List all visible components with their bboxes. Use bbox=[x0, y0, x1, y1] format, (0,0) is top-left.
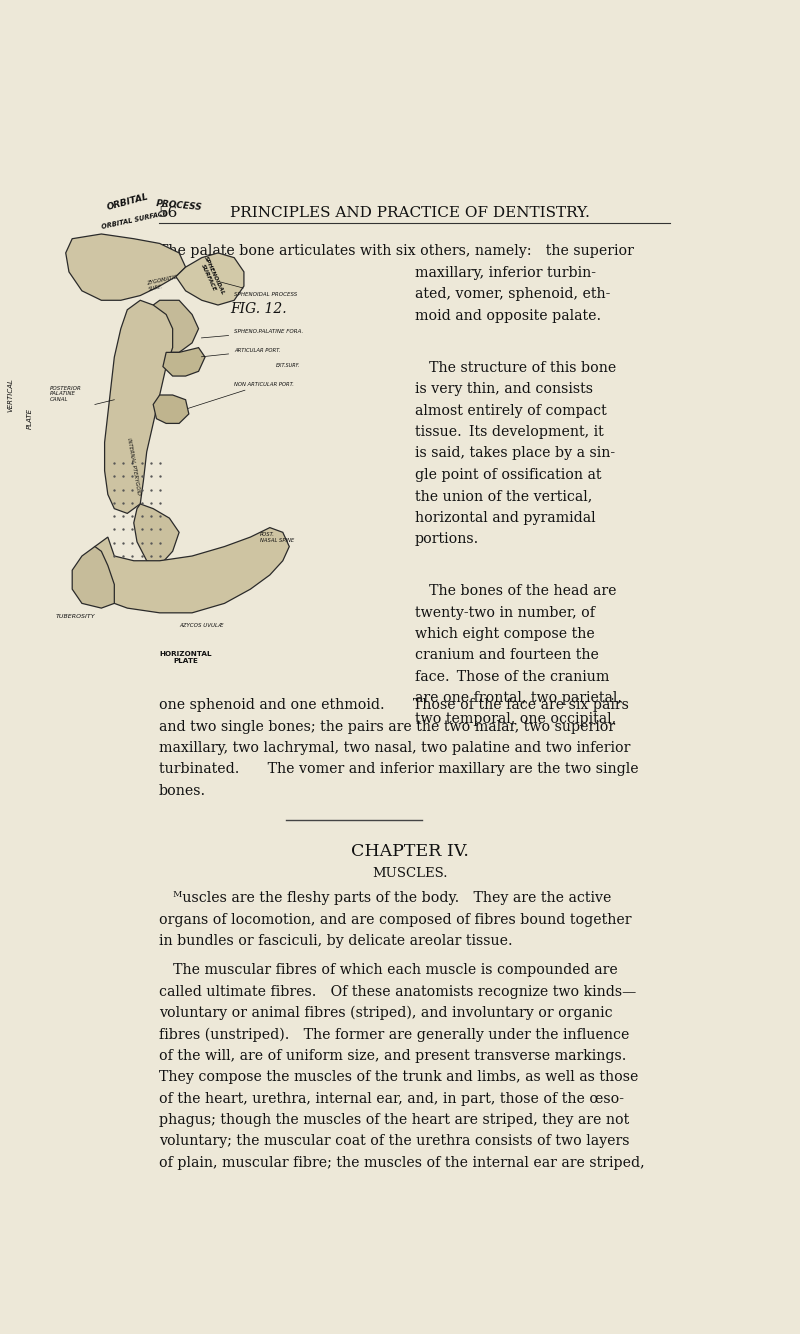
Text: in bundles or fasciculi, by delicate areolar tissue.: in bundles or fasciculi, by delicate are… bbox=[159, 934, 513, 948]
Text: The palate bone articulates with six others, namely: the superior: The palate bone articulates with six oth… bbox=[159, 244, 634, 259]
Text: POST.
NASAL SPINE: POST. NASAL SPINE bbox=[260, 532, 294, 543]
Text: TUBEROSITY: TUBEROSITY bbox=[56, 614, 96, 619]
Text: organs of locomotion, and are composed of fibres bound together: organs of locomotion, and are composed o… bbox=[159, 912, 631, 927]
Text: voluntary; the muscular coat of the urethra consists of two layers: voluntary; the muscular coat of the uret… bbox=[159, 1134, 630, 1149]
Text: The structure of this bone: The structure of this bone bbox=[415, 362, 616, 375]
Text: of the will, are of uniform size, and present transverse markings.: of the will, are of uniform size, and pr… bbox=[159, 1049, 626, 1063]
Text: one sphenoid and one ethmoid.  Those of the face are six pairs: one sphenoid and one ethmoid. Those of t… bbox=[159, 698, 629, 712]
Text: of the heart, urethra, internal ear, and, in part, those of the œso-: of the heart, urethra, internal ear, and… bbox=[159, 1091, 624, 1106]
Text: cranium and fourteen the: cranium and fourteen the bbox=[415, 648, 599, 662]
Polygon shape bbox=[146, 300, 198, 352]
Text: SPHENO.PALATINE FORA.: SPHENO.PALATINE FORA. bbox=[202, 329, 303, 338]
Text: phagus; though the muscles of the heart are striped, they are not: phagus; though the muscles of the heart … bbox=[159, 1113, 629, 1127]
Text: ARTICULAR PORT.: ARTICULAR PORT. bbox=[202, 348, 281, 356]
Text: voluntary or animal fibres (striped), and involuntary or organic: voluntary or animal fibres (striped), an… bbox=[159, 1006, 613, 1021]
Polygon shape bbox=[66, 233, 186, 300]
Text: PLATE: PLATE bbox=[27, 408, 33, 430]
Polygon shape bbox=[78, 527, 290, 612]
Text: PRINCIPLES AND PRACTICE OF DENTISTRY.: PRINCIPLES AND PRACTICE OF DENTISTRY. bbox=[230, 207, 590, 220]
Text: CHAPTER IV.: CHAPTER IV. bbox=[351, 843, 469, 860]
Text: horizontal and pyramidal: horizontal and pyramidal bbox=[415, 511, 595, 524]
Polygon shape bbox=[163, 348, 205, 376]
Text: called ultimate fibres.  Of these anatomists recognize two kinds—: called ultimate fibres. Of these anatomi… bbox=[159, 984, 636, 999]
Text: They compose the muscles of the trunk and limbs, as well as those: They compose the muscles of the trunk an… bbox=[159, 1070, 638, 1085]
Text: POSTERIOR
PALATINE
CANAL: POSTERIOR PALATINE CANAL bbox=[50, 386, 82, 402]
Text: ᴹuscles are the fleshy parts of the body.  They are the active: ᴹuscles are the fleshy parts of the body… bbox=[159, 891, 611, 906]
Text: NON ARTICULAR PORT.: NON ARTICULAR PORT. bbox=[188, 382, 294, 408]
Text: are one frontal, two parietal,: are one frontal, two parietal, bbox=[415, 691, 622, 706]
Text: SPHENOIDAL PROCESS: SPHENOIDAL PROCESS bbox=[221, 281, 298, 296]
Text: gle point of ossification at: gle point of ossification at bbox=[415, 468, 602, 482]
Text: almost entirely of compact: almost entirely of compact bbox=[415, 404, 606, 418]
Text: ated, vomer, sphenoid, eth-: ated, vomer, sphenoid, eth- bbox=[415, 287, 610, 301]
Text: HORIZONTAL
PLATE: HORIZONTAL PLATE bbox=[159, 651, 212, 664]
Polygon shape bbox=[154, 395, 189, 423]
Text: The bones of the head are: The bones of the head are bbox=[415, 584, 617, 598]
Text: SPHENOIDAL
SURFACE: SPHENOIDAL SURFACE bbox=[198, 255, 226, 297]
Text: is said, takes place by a sin-: is said, takes place by a sin- bbox=[415, 447, 615, 460]
Text: face. Those of the cranium: face. Those of the cranium bbox=[415, 670, 610, 684]
Text: is very thin, and consists: is very thin, and consists bbox=[415, 383, 593, 396]
Text: ORBITAL: ORBITAL bbox=[106, 192, 149, 212]
Text: which eight compose the: which eight compose the bbox=[415, 627, 594, 640]
Text: 56: 56 bbox=[159, 207, 178, 220]
Text: maxillary, two lachrymal, two nasal, two palatine and two inferior: maxillary, two lachrymal, two nasal, two… bbox=[159, 742, 630, 755]
Text: two temporal, one occipital,: two temporal, one occipital, bbox=[415, 712, 616, 727]
Text: tissue. Its development, it: tissue. Its development, it bbox=[415, 426, 604, 439]
Text: ZYGOMATIC
SURF.: ZYGOMATIC SURF. bbox=[146, 275, 179, 292]
Text: AZYCOS UVULÆ: AZYCOS UVULÆ bbox=[179, 623, 224, 628]
Polygon shape bbox=[134, 504, 179, 566]
Text: twenty-two in number, of: twenty-two in number, of bbox=[415, 606, 595, 619]
Polygon shape bbox=[176, 253, 244, 305]
Text: and two single bones; the pairs are the two malar, two superior: and two single bones; the pairs are the … bbox=[159, 719, 615, 734]
Text: FIG. 12.: FIG. 12. bbox=[230, 301, 286, 316]
Text: maxillary, inferior turbin-: maxillary, inferior turbin- bbox=[415, 265, 596, 280]
Text: EXT.SURF.: EXT.SURF. bbox=[276, 363, 301, 368]
Polygon shape bbox=[105, 300, 173, 514]
Text: fibres (unstriped).  The former are generally under the influence: fibres (unstriped). The former are gener… bbox=[159, 1027, 630, 1042]
Text: bones.: bones. bbox=[159, 784, 206, 798]
Polygon shape bbox=[72, 547, 114, 608]
Text: INTERNAL PTERYGOID: INTERNAL PTERYGOID bbox=[126, 438, 142, 495]
Text: moid and opposite palate.: moid and opposite palate. bbox=[415, 308, 601, 323]
Text: portions.: portions. bbox=[415, 532, 479, 546]
Text: MUSCLES.: MUSCLES. bbox=[372, 867, 448, 880]
Text: VERTICAL: VERTICAL bbox=[8, 378, 14, 412]
Text: turbinated.  The vomer and inferior maxillary are the two single: turbinated. The vomer and inferior maxil… bbox=[159, 763, 638, 776]
Text: The muscular fibres of which each muscle is compounded are: The muscular fibres of which each muscle… bbox=[159, 963, 618, 978]
Text: of plain, muscular fibre; the muscles of the internal ear are striped,: of plain, muscular fibre; the muscles of… bbox=[159, 1155, 645, 1170]
Text: the union of the vertical,: the union of the vertical, bbox=[415, 490, 592, 503]
Text: PROCESS: PROCESS bbox=[155, 199, 202, 212]
Text: ORBITAL SURFACE: ORBITAL SURFACE bbox=[102, 211, 168, 231]
